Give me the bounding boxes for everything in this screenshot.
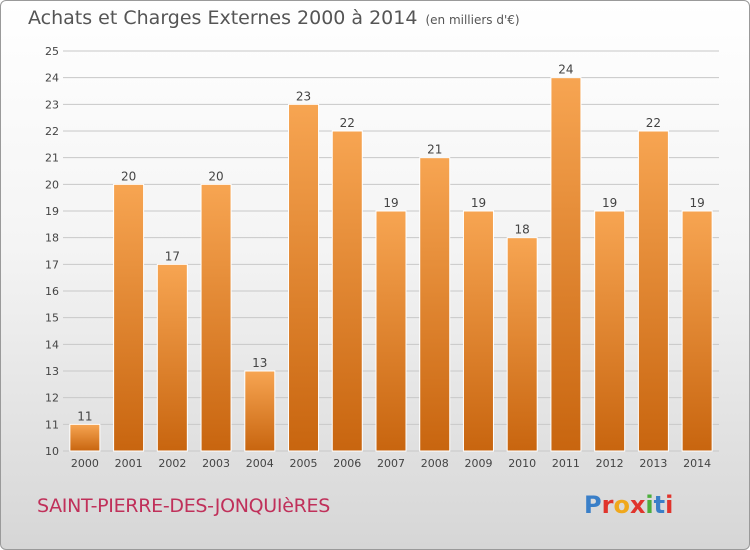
- y-tick-label: 10: [45, 445, 59, 458]
- x-tick-label-2005: 2005: [290, 457, 318, 470]
- bar-2014[interactable]: [681, 210, 713, 452]
- data-label-2005: 23: [296, 89, 311, 103]
- data-label-2011: 24: [558, 63, 573, 77]
- x-tick-label-2011: 2011: [552, 457, 580, 470]
- logo-letter: r: [601, 491, 614, 519]
- data-label-2006: 22: [340, 116, 355, 130]
- y-tick-label: 16: [45, 285, 59, 298]
- bar-2010[interactable]: [506, 237, 538, 452]
- logo-letter: i: [665, 491, 674, 519]
- bar-2012[interactable]: [594, 210, 626, 452]
- data-label-2002: 17: [165, 249, 180, 263]
- x-tick-label-2003: 2003: [202, 457, 230, 470]
- data-label-2010: 18: [515, 223, 530, 237]
- logo-letter: x: [629, 491, 646, 519]
- logo-letter: t: [653, 491, 666, 519]
- x-tick-label-2004: 2004: [246, 457, 274, 470]
- bar-2007[interactable]: [375, 210, 407, 452]
- y-tick-label: 22: [45, 125, 59, 138]
- y-tick-label: 18: [45, 232, 59, 245]
- chart-unit-label: (en milliers d'€): [425, 13, 520, 27]
- data-label-2013: 22: [646, 116, 661, 130]
- x-tick-label-2012: 2012: [596, 457, 624, 470]
- x-tick-label-2006: 2006: [333, 457, 361, 470]
- x-axis-ticks: 2000 2001 2002 2003 2004 2005 2006 2007 2008 2009…: [71, 457, 711, 470]
- y-tick-label: 13: [45, 365, 59, 378]
- chart-title-text: Achats et Charges Externes 2000 à 2014: [28, 7, 418, 29]
- bar-2008[interactable]: [419, 157, 451, 452]
- x-tick-label-2014: 2014: [683, 457, 711, 470]
- bar-2005[interactable]: [288, 103, 320, 452]
- y-tick-label: 20: [45, 178, 59, 191]
- data-label-2007: 19: [383, 196, 398, 210]
- x-tick-label-2010: 2010: [508, 457, 536, 470]
- x-tick-label-2007: 2007: [377, 457, 405, 470]
- bar-2000[interactable]: [69, 423, 101, 452]
- chart-title: Achats et Charges Externes 2000 à 2014 (e…: [28, 7, 520, 29]
- y-tick-label: 11: [45, 418, 59, 431]
- x-tick-label-2009: 2009: [464, 457, 492, 470]
- bar-2013[interactable]: [637, 130, 669, 452]
- x-tick-label-2013: 2013: [639, 457, 667, 470]
- bar-2011[interactable]: [550, 77, 582, 452]
- data-label-2003: 20: [208, 169, 223, 183]
- bar-2003[interactable]: [200, 183, 232, 452]
- bar-2009[interactable]: [462, 210, 494, 452]
- y-tick-label: 14: [45, 338, 59, 351]
- logo-letter: i: [645, 491, 654, 519]
- logo-letter: P: [584, 491, 602, 519]
- data-label-2008: 21: [427, 143, 442, 157]
- data-label-2004: 13: [252, 356, 267, 370]
- bar-2001[interactable]: [113, 183, 145, 452]
- y-axis-ticks: 10 11 12 13 14 15 16 17 18 19 20 21 22 23 24 25: [45, 45, 59, 458]
- proxiti-logo[interactable]: Proxiti: [584, 491, 673, 519]
- data-label-2014: 19: [689, 196, 704, 210]
- y-tick-label: 17: [45, 258, 59, 271]
- x-tick-label-2008: 2008: [421, 457, 449, 470]
- y-tick-label: 19: [45, 205, 59, 218]
- bar-2004[interactable]: [244, 370, 276, 452]
- x-tick-label-2000: 2000: [71, 457, 99, 470]
- data-label-2001: 20: [121, 169, 136, 183]
- y-tick-label: 25: [45, 45, 59, 58]
- bar-2002[interactable]: [156, 263, 188, 452]
- commune-name: SAINT-PIERRE-DES-JONQUIèRES: [37, 495, 330, 517]
- logo-letter: o: [613, 491, 630, 519]
- x-tick-label-2001: 2001: [115, 457, 143, 470]
- y-tick-label: 12: [45, 392, 59, 405]
- data-label-2012: 19: [602, 196, 617, 210]
- data-label-2009: 19: [471, 196, 486, 210]
- x-tick-label-2002: 2002: [158, 457, 186, 470]
- y-tick-label: 23: [45, 98, 59, 111]
- y-tick-label: 15: [45, 312, 59, 325]
- bar-2006[interactable]: [331, 130, 363, 452]
- y-tick-label: 24: [45, 72, 59, 85]
- y-tick-label: 21: [45, 152, 59, 165]
- data-label-2000: 11: [77, 409, 92, 423]
- bars: [69, 77, 713, 452]
- data-labels: 11 20 17 20 13 23 22 19 21 19 18 24 19 22 19: [77, 63, 705, 424]
